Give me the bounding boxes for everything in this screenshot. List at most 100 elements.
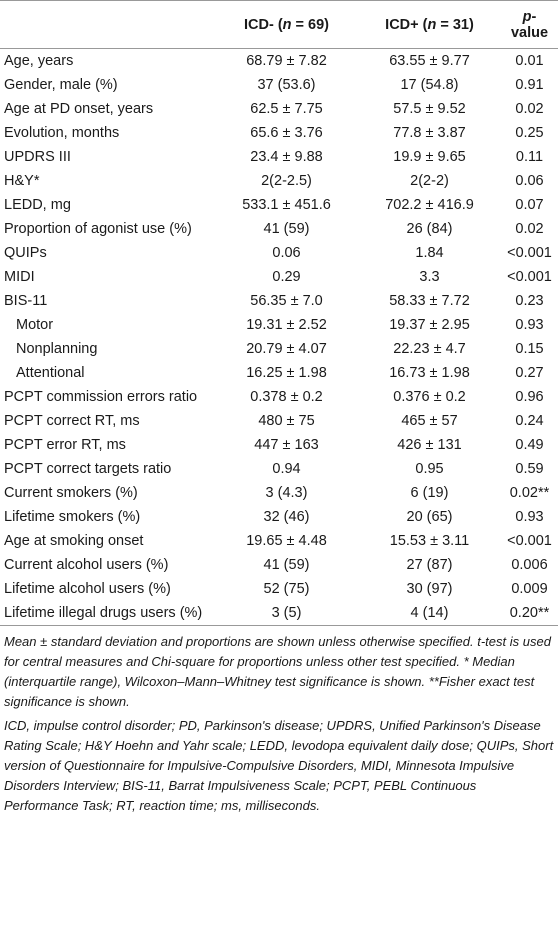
row-label: LEDD, mg xyxy=(4,196,71,213)
row-label: QUIPs xyxy=(4,244,47,261)
cell: 77.8 ± 3.87 xyxy=(393,124,466,141)
cell: 0.02 xyxy=(515,100,544,117)
cell: 0.06 xyxy=(515,172,544,189)
row-label: MIDI xyxy=(4,268,35,285)
cell: 0.93 xyxy=(515,508,544,525)
table-row: UPDRS III 23.4 ± 9.88 19.9 ± 9.65 0.11 xyxy=(0,145,558,169)
row-label: Lifetime alcohol users (%) xyxy=(4,580,171,597)
cell: 0.49 xyxy=(515,436,544,453)
cell: 0.59 xyxy=(515,460,544,477)
column-header: ICD+ (n = 31) xyxy=(358,0,501,49)
cell: 52 (75) xyxy=(263,580,310,597)
header-text: ICD- ( xyxy=(243,16,283,33)
cell: 426 ± 131 xyxy=(397,436,462,453)
row-label: Lifetime smokers (%) xyxy=(4,508,141,525)
data-table: ICD- (n = 69) ICD+ (n = 31) p-value Age, y… xyxy=(0,0,558,626)
table-row: H&Y* 2(2-2.5) 2(2-2) 0.06 xyxy=(0,169,558,193)
header-text: = 69) xyxy=(291,16,329,33)
cell: 0.23 xyxy=(515,292,544,309)
cell: 58.33 ± 7.72 xyxy=(389,292,470,309)
cell: 26 (84) xyxy=(406,220,453,237)
row-label: Age, years xyxy=(4,52,74,69)
table-row: Nonplanning 20.79 ± 4.07 22.23 ± 4.7 0.15 xyxy=(0,337,558,361)
cell: 16.73 ± 1.98 xyxy=(389,364,470,381)
footnote: Mean ± standard deviation and proportion… xyxy=(4,634,551,709)
cell: 0.11 xyxy=(515,148,544,165)
cell: 41 (59) xyxy=(263,220,310,237)
cell: 2(2-2.5) xyxy=(261,172,312,189)
table-row: BIS-11 56.35 ± 7.0 58.33 ± 7.72 0.23 xyxy=(0,289,558,313)
table-row: Proportion of agonist use (%) 41 (59) 26 (… xyxy=(0,217,558,241)
cell: 0.07 xyxy=(515,196,544,213)
table-body: Age, years 68.79 ± 7.82 63.55 ± 9.77 0.01 Ge… xyxy=(0,49,558,626)
cell: 0.27 xyxy=(515,364,544,381)
cell: 0.94 xyxy=(272,460,301,477)
row-label: PCPT correct RT, ms xyxy=(4,412,140,429)
cell: 0.15 xyxy=(515,340,544,357)
row-label: BIS-11 xyxy=(4,292,48,309)
cell: 19.37 ± 2.95 xyxy=(389,316,470,333)
row-label: Age at PD onset, years xyxy=(4,100,154,117)
cell: 447 ± 163 xyxy=(254,436,319,453)
footnote: ICD, impulse control disorder; PD, Parki… xyxy=(4,718,554,813)
cell: 65.6 ± 3.76 xyxy=(250,124,323,141)
table-row: Lifetime alcohol users (%) 52 (75) 30 (97)… xyxy=(0,577,558,601)
row-label: Gender, male (%) xyxy=(4,76,118,93)
table-row: Gender, male (%) 37 (53.6) 17 (54.8) 0.91 xyxy=(0,73,558,97)
cell: 0.25 xyxy=(515,124,544,141)
cell: 0.93 xyxy=(515,316,544,333)
row-label: PCPT error RT, ms xyxy=(4,436,126,453)
row-label: UPDRS III xyxy=(4,148,71,165)
cell: 0.376 ± 0.2 xyxy=(393,388,466,405)
cell: 30 (97) xyxy=(406,580,453,597)
cell: 0.20** xyxy=(509,604,550,621)
row-label: Age at smoking onset xyxy=(4,532,144,549)
table-row: Lifetime illegal drugs users (%) 3 (5) 4 (… xyxy=(0,601,558,626)
table-row: Current smokers (%) 3 (4.3) 6 (19) 0.02** xyxy=(0,481,558,505)
row-label: Attentional xyxy=(16,364,85,381)
cell: 533.1 ± 451.6 xyxy=(242,196,331,213)
cell: 0.01 xyxy=(515,52,544,69)
footnotes: Mean ± standard deviation and proportion… xyxy=(0,626,558,816)
table-row: PCPT commission errors ratio 0.378 ± 0.2 0… xyxy=(0,385,558,409)
cell: 480 ± 75 xyxy=(258,412,315,429)
cell: 3 (4.3) xyxy=(265,484,308,501)
cell: 0.91 xyxy=(515,76,544,93)
table-row: Motor 19.31 ± 2.52 19.37 ± 2.95 0.93 xyxy=(0,313,558,337)
cell: 0.06 xyxy=(272,244,301,261)
cell: 702.2 ± 416.9 xyxy=(385,196,474,213)
header-text: -value xyxy=(510,8,549,41)
cell: 62.5 ± 7.75 xyxy=(250,100,323,117)
cell: 0.009 xyxy=(511,580,548,597)
cell: 0.02 xyxy=(515,220,544,237)
header-text: n xyxy=(427,16,437,33)
table-row: PCPT correct targets ratio 0.94 0.95 0.59 xyxy=(0,457,558,481)
header-row: ICD- (n = 69) ICD+ (n = 31) p-value xyxy=(0,0,558,49)
cell: <0.001 xyxy=(507,532,552,549)
row-label: Proportion of agonist use (%) xyxy=(4,220,192,237)
header-text: n xyxy=(282,16,292,33)
cell: 4 (14) xyxy=(410,604,449,621)
table-row: Current alcohol users (%) 41 (59) 27 (87) 0… xyxy=(0,553,558,577)
row-label: Lifetime illegal drugs users (%) xyxy=(4,604,203,621)
table-row: LEDD, mg 533.1 ± 451.6 702.2 ± 416.9 0.07 xyxy=(0,193,558,217)
table-row: Lifetime smokers (%) 32 (46) 20 (65) 0.93 xyxy=(0,505,558,529)
cell: 57.5 ± 9.52 xyxy=(393,100,466,117)
cell: 68.79 ± 7.82 xyxy=(246,52,327,69)
table-row: PCPT correct RT, ms 480 ± 75 465 ± 57 0.24 xyxy=(0,409,558,433)
cell: 0.95 xyxy=(415,460,444,477)
cell: 20.79 ± 4.07 xyxy=(246,340,327,357)
cell: 19.65 ± 4.48 xyxy=(246,532,327,549)
table-row: PCPT error RT, ms 447 ± 163 426 ± 131 0.49 xyxy=(0,433,558,457)
row-label: PCPT commission errors ratio xyxy=(4,388,198,405)
cell: 16.25 ± 1.98 xyxy=(246,364,327,381)
cell: 0.006 xyxy=(511,556,548,573)
cell: 15.53 ± 3.11 xyxy=(389,532,470,549)
cell: 22.23 ± 4.7 xyxy=(393,340,466,357)
cell: 41 (59) xyxy=(263,556,310,573)
header-text: ICD+ ( xyxy=(385,16,428,33)
cell: 6 (19) xyxy=(410,484,449,501)
cell: 2(2-2) xyxy=(410,172,449,189)
column-header: ICD- (n = 69) xyxy=(215,0,358,49)
